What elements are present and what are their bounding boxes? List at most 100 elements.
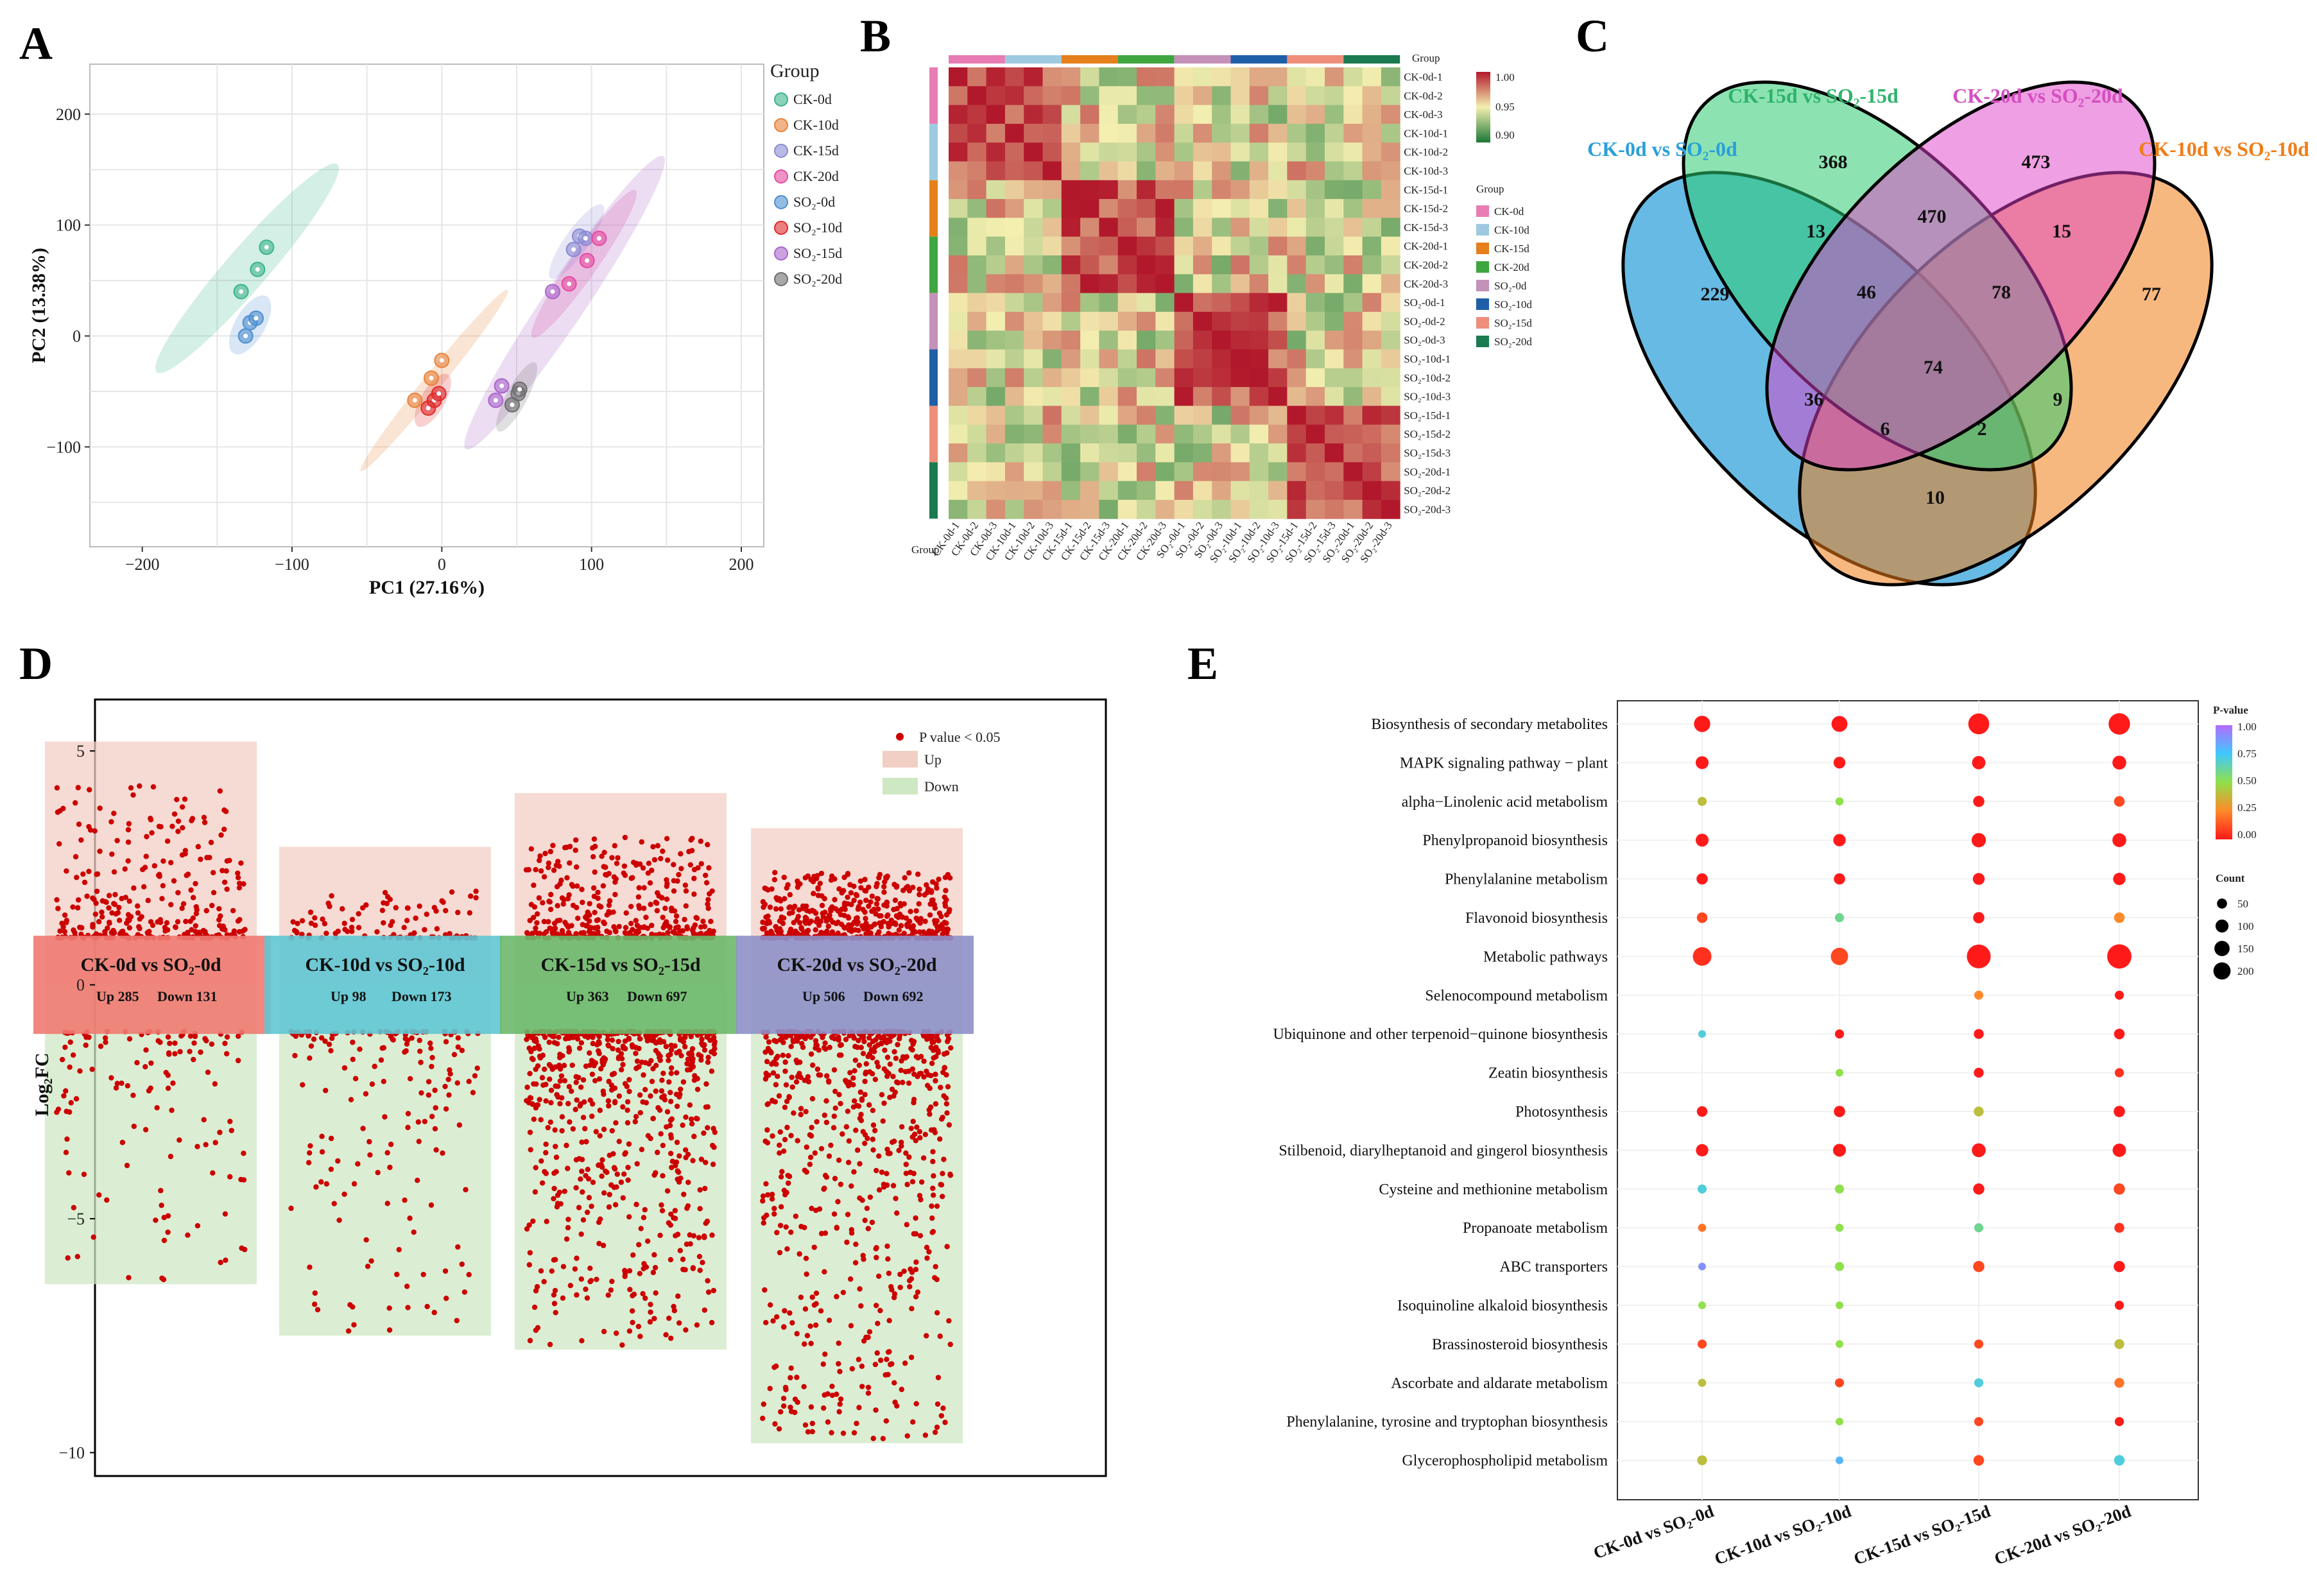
volcano-point bbox=[934, 1203, 940, 1209]
volcano-point bbox=[943, 912, 950, 918]
volcano-point bbox=[621, 1171, 627, 1177]
volcano-point bbox=[411, 1229, 417, 1235]
volcano-point bbox=[803, 920, 809, 926]
heatmap-cell bbox=[1117, 67, 1137, 87]
volcano-point bbox=[800, 1044, 806, 1051]
heatmap-cell bbox=[1212, 311, 1231, 331]
volcano-point bbox=[938, 1412, 944, 1419]
volcano-point bbox=[595, 924, 601, 931]
volcano-point bbox=[851, 1430, 857, 1436]
bubble-point bbox=[1697, 1339, 1707, 1349]
volcano-point bbox=[838, 1181, 844, 1187]
bubble-point bbox=[1974, 1029, 1984, 1039]
volcano-point bbox=[943, 888, 949, 893]
volcano-point bbox=[705, 1060, 711, 1065]
volcano-point bbox=[870, 1147, 876, 1153]
volcano-point bbox=[889, 1086, 895, 1092]
bubble-point bbox=[1836, 1068, 1843, 1077]
heatmap-cell bbox=[1230, 161, 1250, 181]
volcano-point bbox=[781, 1324, 787, 1330]
volcano-point bbox=[109, 851, 115, 857]
volcano-point bbox=[940, 1171, 945, 1176]
heatmap-cell bbox=[986, 443, 1006, 463]
heatmap-cell bbox=[949, 499, 968, 519]
volcano-point bbox=[578, 1276, 585, 1282]
volcano-point bbox=[662, 905, 668, 911]
heatmap-cell bbox=[1343, 199, 1363, 218]
heatmap-cell bbox=[1061, 481, 1081, 501]
heatmap-row-label: SO₂-10d-2 bbox=[1404, 372, 1451, 384]
volcano-point bbox=[106, 905, 112, 911]
volcano-point bbox=[576, 1205, 582, 1210]
volcano-point bbox=[848, 1183, 854, 1189]
volcano-point bbox=[658, 855, 664, 862]
volcano-point bbox=[761, 1215, 767, 1221]
volcano-point bbox=[883, 1372, 888, 1378]
heatmap-cell bbox=[1155, 180, 1175, 200]
volcano-point bbox=[581, 1099, 587, 1105]
volcano-point bbox=[898, 923, 904, 929]
volcano-point bbox=[760, 919, 766, 925]
volcano-point bbox=[711, 1287, 717, 1294]
volcano-point bbox=[308, 920, 314, 926]
bubble-point bbox=[2114, 1106, 2125, 1117]
volcano-point bbox=[911, 1097, 917, 1103]
volcano-point bbox=[119, 1080, 125, 1086]
pvalue-legend-title: P-value bbox=[2213, 704, 2248, 716]
heatmap-cell bbox=[1212, 67, 1231, 87]
bubble-point bbox=[1696, 912, 1708, 923]
volcano-point bbox=[142, 1064, 148, 1070]
volcano-point bbox=[432, 1087, 438, 1094]
volcano-point bbox=[102, 1035, 108, 1041]
volcano-point bbox=[922, 918, 928, 924]
bubble-pathway-label: Photosynthesis bbox=[1515, 1104, 1608, 1120]
volcano-point bbox=[168, 1153, 174, 1160]
volcano-point bbox=[167, 1040, 173, 1047]
heatmap-cells bbox=[949, 67, 1400, 519]
volcano-point bbox=[626, 1141, 632, 1147]
heatmap-cell bbox=[1212, 462, 1231, 482]
pca-legend-marker bbox=[774, 144, 788, 158]
volcano-comparison-band bbox=[33, 936, 271, 1034]
venn-count-bc: 470 bbox=[1918, 206, 1947, 227]
heatmap-cell bbox=[1155, 368, 1175, 388]
volcano-point bbox=[832, 897, 838, 903]
heatmap-cell bbox=[1230, 368, 1250, 388]
volcano-point bbox=[765, 913, 771, 919]
volcano-point bbox=[235, 875, 241, 880]
volcano-point bbox=[341, 920, 347, 927]
heatmap-cell bbox=[1343, 330, 1363, 350]
volcano-point bbox=[805, 1429, 811, 1435]
heatmap-row-label: CK-20d-2 bbox=[1404, 259, 1448, 271]
volcano-point bbox=[915, 1074, 920, 1079]
heatmap-cell bbox=[949, 86, 968, 106]
volcano-point bbox=[633, 918, 639, 923]
volcano-point bbox=[235, 870, 241, 876]
volcano-point bbox=[569, 1062, 575, 1068]
volcano-point bbox=[902, 1360, 908, 1366]
volcano-point bbox=[865, 1226, 871, 1231]
volcano-point bbox=[424, 1303, 430, 1310]
heatmap-cell bbox=[1117, 142, 1137, 162]
volcano-point bbox=[837, 1401, 843, 1407]
heatmap-cell bbox=[1117, 349, 1137, 369]
volcano-point bbox=[813, 1045, 818, 1051]
heatmap-cell bbox=[1099, 293, 1119, 313]
volcano-point bbox=[365, 1264, 371, 1269]
volcano-point bbox=[544, 1219, 549, 1224]
heatmap-cell bbox=[1061, 142, 1081, 162]
volcano-point bbox=[803, 1108, 809, 1115]
bubble-pathway-label: Zeatin biosynthesis bbox=[1488, 1065, 1608, 1082]
volcano-point bbox=[445, 1076, 451, 1083]
heatmap-cell bbox=[1287, 368, 1307, 388]
pca-point-center bbox=[429, 375, 434, 381]
heatmap-cell bbox=[1343, 349, 1363, 369]
volcano-point bbox=[535, 1325, 541, 1331]
heatmap-cell bbox=[1325, 180, 1344, 200]
volcano-point bbox=[922, 1432, 929, 1438]
volcano-point bbox=[924, 1036, 930, 1042]
volcano-point bbox=[552, 1127, 558, 1133]
volcano-point bbox=[678, 1052, 684, 1059]
pca-point-center bbox=[510, 402, 515, 408]
heatmap-cell bbox=[1230, 424, 1250, 444]
